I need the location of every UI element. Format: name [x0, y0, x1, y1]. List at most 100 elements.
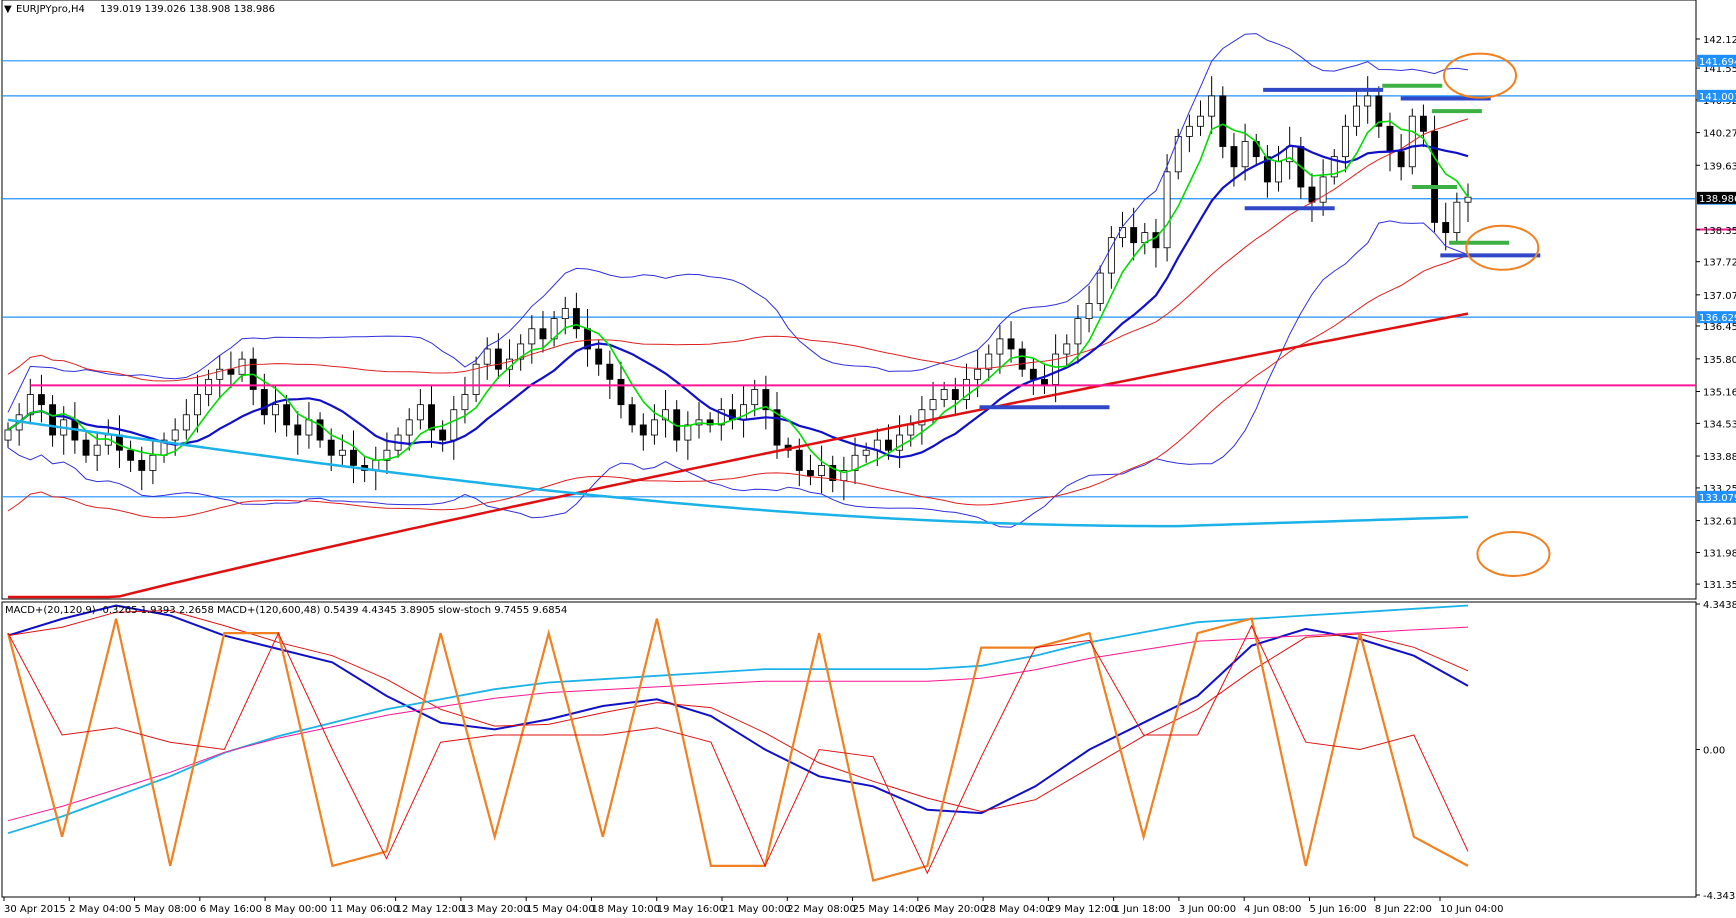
candle-body	[907, 424, 915, 436]
indicator-axis: 4.3438 0.00 -4.3438	[1696, 600, 1736, 902]
candle-body	[974, 368, 982, 380]
candle-body	[762, 389, 770, 411]
price-label-text: 141.694	[1699, 57, 1736, 68]
price-tick-label: 134.530	[1703, 419, 1736, 430]
candle-body	[494, 348, 502, 370]
candle-body	[1330, 156, 1338, 178]
candle-body	[283, 404, 291, 426]
candle-body	[662, 409, 669, 421]
time-tick-label: 6 May 16:00	[200, 904, 262, 915]
candle-body	[795, 449, 803, 471]
candle-body	[539, 328, 547, 340]
time-tick-label: 11 May 06:00	[330, 904, 399, 915]
indicator-tick-label: 4.3438	[1703, 600, 1736, 611]
highlight-ellipse	[1465, 224, 1540, 271]
candle-body	[1085, 303, 1093, 320]
price-tick-label: 131.980	[1703, 548, 1736, 559]
candle-body	[1364, 95, 1372, 107]
candle-body	[260, 389, 268, 416]
candle-body	[1263, 156, 1271, 183]
candle-body	[517, 343, 525, 360]
candle-body	[628, 404, 636, 426]
price-tick-label: 135.160	[1703, 388, 1736, 399]
candle-body	[1397, 151, 1405, 168]
candle-body	[684, 424, 692, 441]
main-panel-frame	[1, 0, 1697, 600]
ma-fast-line	[7, 120, 1469, 474]
candle-body	[216, 368, 224, 380]
candle-body	[416, 404, 424, 421]
dropdown-arrow-icon[interactable]: ▼	[4, 4, 12, 15]
candle-body	[1219, 95, 1227, 147]
price-tick-label: 131.355	[1703, 580, 1736, 591]
chart-ohlc-readout: 139.019 139.026 138.908 138.986	[100, 4, 275, 15]
time-tick-label: 2 May 04:00	[69, 904, 131, 915]
time-tick-label: 13 May 20:00	[461, 904, 530, 915]
indicator-tick-label: 0.00	[1703, 746, 1725, 757]
time-axis: 30 Apr 2015 2 May 04:00 5 May 08:00 6 May 1…	[3, 897, 1504, 915]
price-label-box	[1697, 311, 1736, 324]
candle-body	[862, 449, 870, 456]
time-tick-label: 29 May 12:00	[1048, 904, 1117, 915]
candle-body	[182, 414, 190, 431]
candle-body	[595, 348, 603, 365]
candle-body	[194, 394, 201, 416]
current-price-box	[1697, 191, 1736, 204]
candle-body	[1007, 338, 1015, 350]
price-tick-label: 137.725	[1703, 258, 1736, 269]
candle-body	[1052, 353, 1060, 385]
candle-body	[1419, 115, 1427, 132]
candle-body	[26, 394, 34, 416]
price-label-text: 136.629	[1699, 313, 1736, 324]
candle-body	[1241, 141, 1249, 168]
candle-body	[561, 308, 569, 320]
price-tick-label: 136.455	[1703, 322, 1736, 333]
candle-body	[1275, 161, 1282, 183]
candle-body	[885, 439, 892, 451]
candle-body	[1386, 125, 1394, 152]
time-tick-label: 18 May 10:00	[591, 904, 660, 915]
candle-body	[617, 378, 625, 406]
time-tick-label: 8 Jun 22:00	[1375, 904, 1432, 915]
ma-long-line	[8, 312, 1469, 599]
time-tick-label: 21 May 00:00	[722, 904, 791, 915]
sub-plot	[6, 604, 1469, 882]
candle-body	[740, 404, 748, 421]
candle-body	[171, 429, 179, 441]
candle-body	[1119, 227, 1126, 239]
price-tick-label: 135.805	[1703, 355, 1736, 366]
candle-body	[205, 378, 213, 395]
price-axis: 142.125141.550140.920140.275139.630138.3…	[1696, 35, 1736, 591]
time-tick-label: 12 May 12:00	[396, 904, 465, 915]
candle-body	[116, 434, 123, 451]
price-label-text: 133.079	[1699, 493, 1736, 504]
candle-body	[1185, 125, 1193, 137]
time-tick-label: 30 Apr 2015	[4, 904, 66, 915]
candle-body	[338, 449, 346, 456]
candle-body	[1308, 186, 1316, 203]
candle-body	[350, 449, 357, 466]
price-tick-label: 141.550	[1703, 64, 1736, 75]
envelope-lower-line	[7, 255, 1469, 519]
candle-body	[1208, 95, 1216, 117]
candle-body	[606, 363, 614, 380]
candle-body	[37, 394, 45, 406]
ma-very-long-line	[7, 418, 1469, 528]
time-tick-label: 4 Jun 08:00	[1244, 904, 1301, 915]
bollinger-upper-line	[7, 33, 1469, 413]
candle-body	[450, 409, 458, 441]
time-tick-label: 8 May 00:00	[265, 904, 327, 915]
highlight-ellipse	[1443, 52, 1517, 99]
candle-body	[472, 363, 480, 395]
slow-stoch-signal-line	[7, 624, 1469, 875]
candle-body	[1029, 368, 1037, 380]
price-label-box	[1697, 89, 1736, 102]
candle-body	[963, 378, 970, 401]
candle-body	[818, 465, 826, 476]
candle-body	[316, 419, 324, 441]
candle-body	[918, 409, 926, 426]
candle-body	[639, 424, 647, 436]
price-tick-label: 138.355	[1703, 226, 1736, 237]
candle-body	[1130, 227, 1138, 244]
